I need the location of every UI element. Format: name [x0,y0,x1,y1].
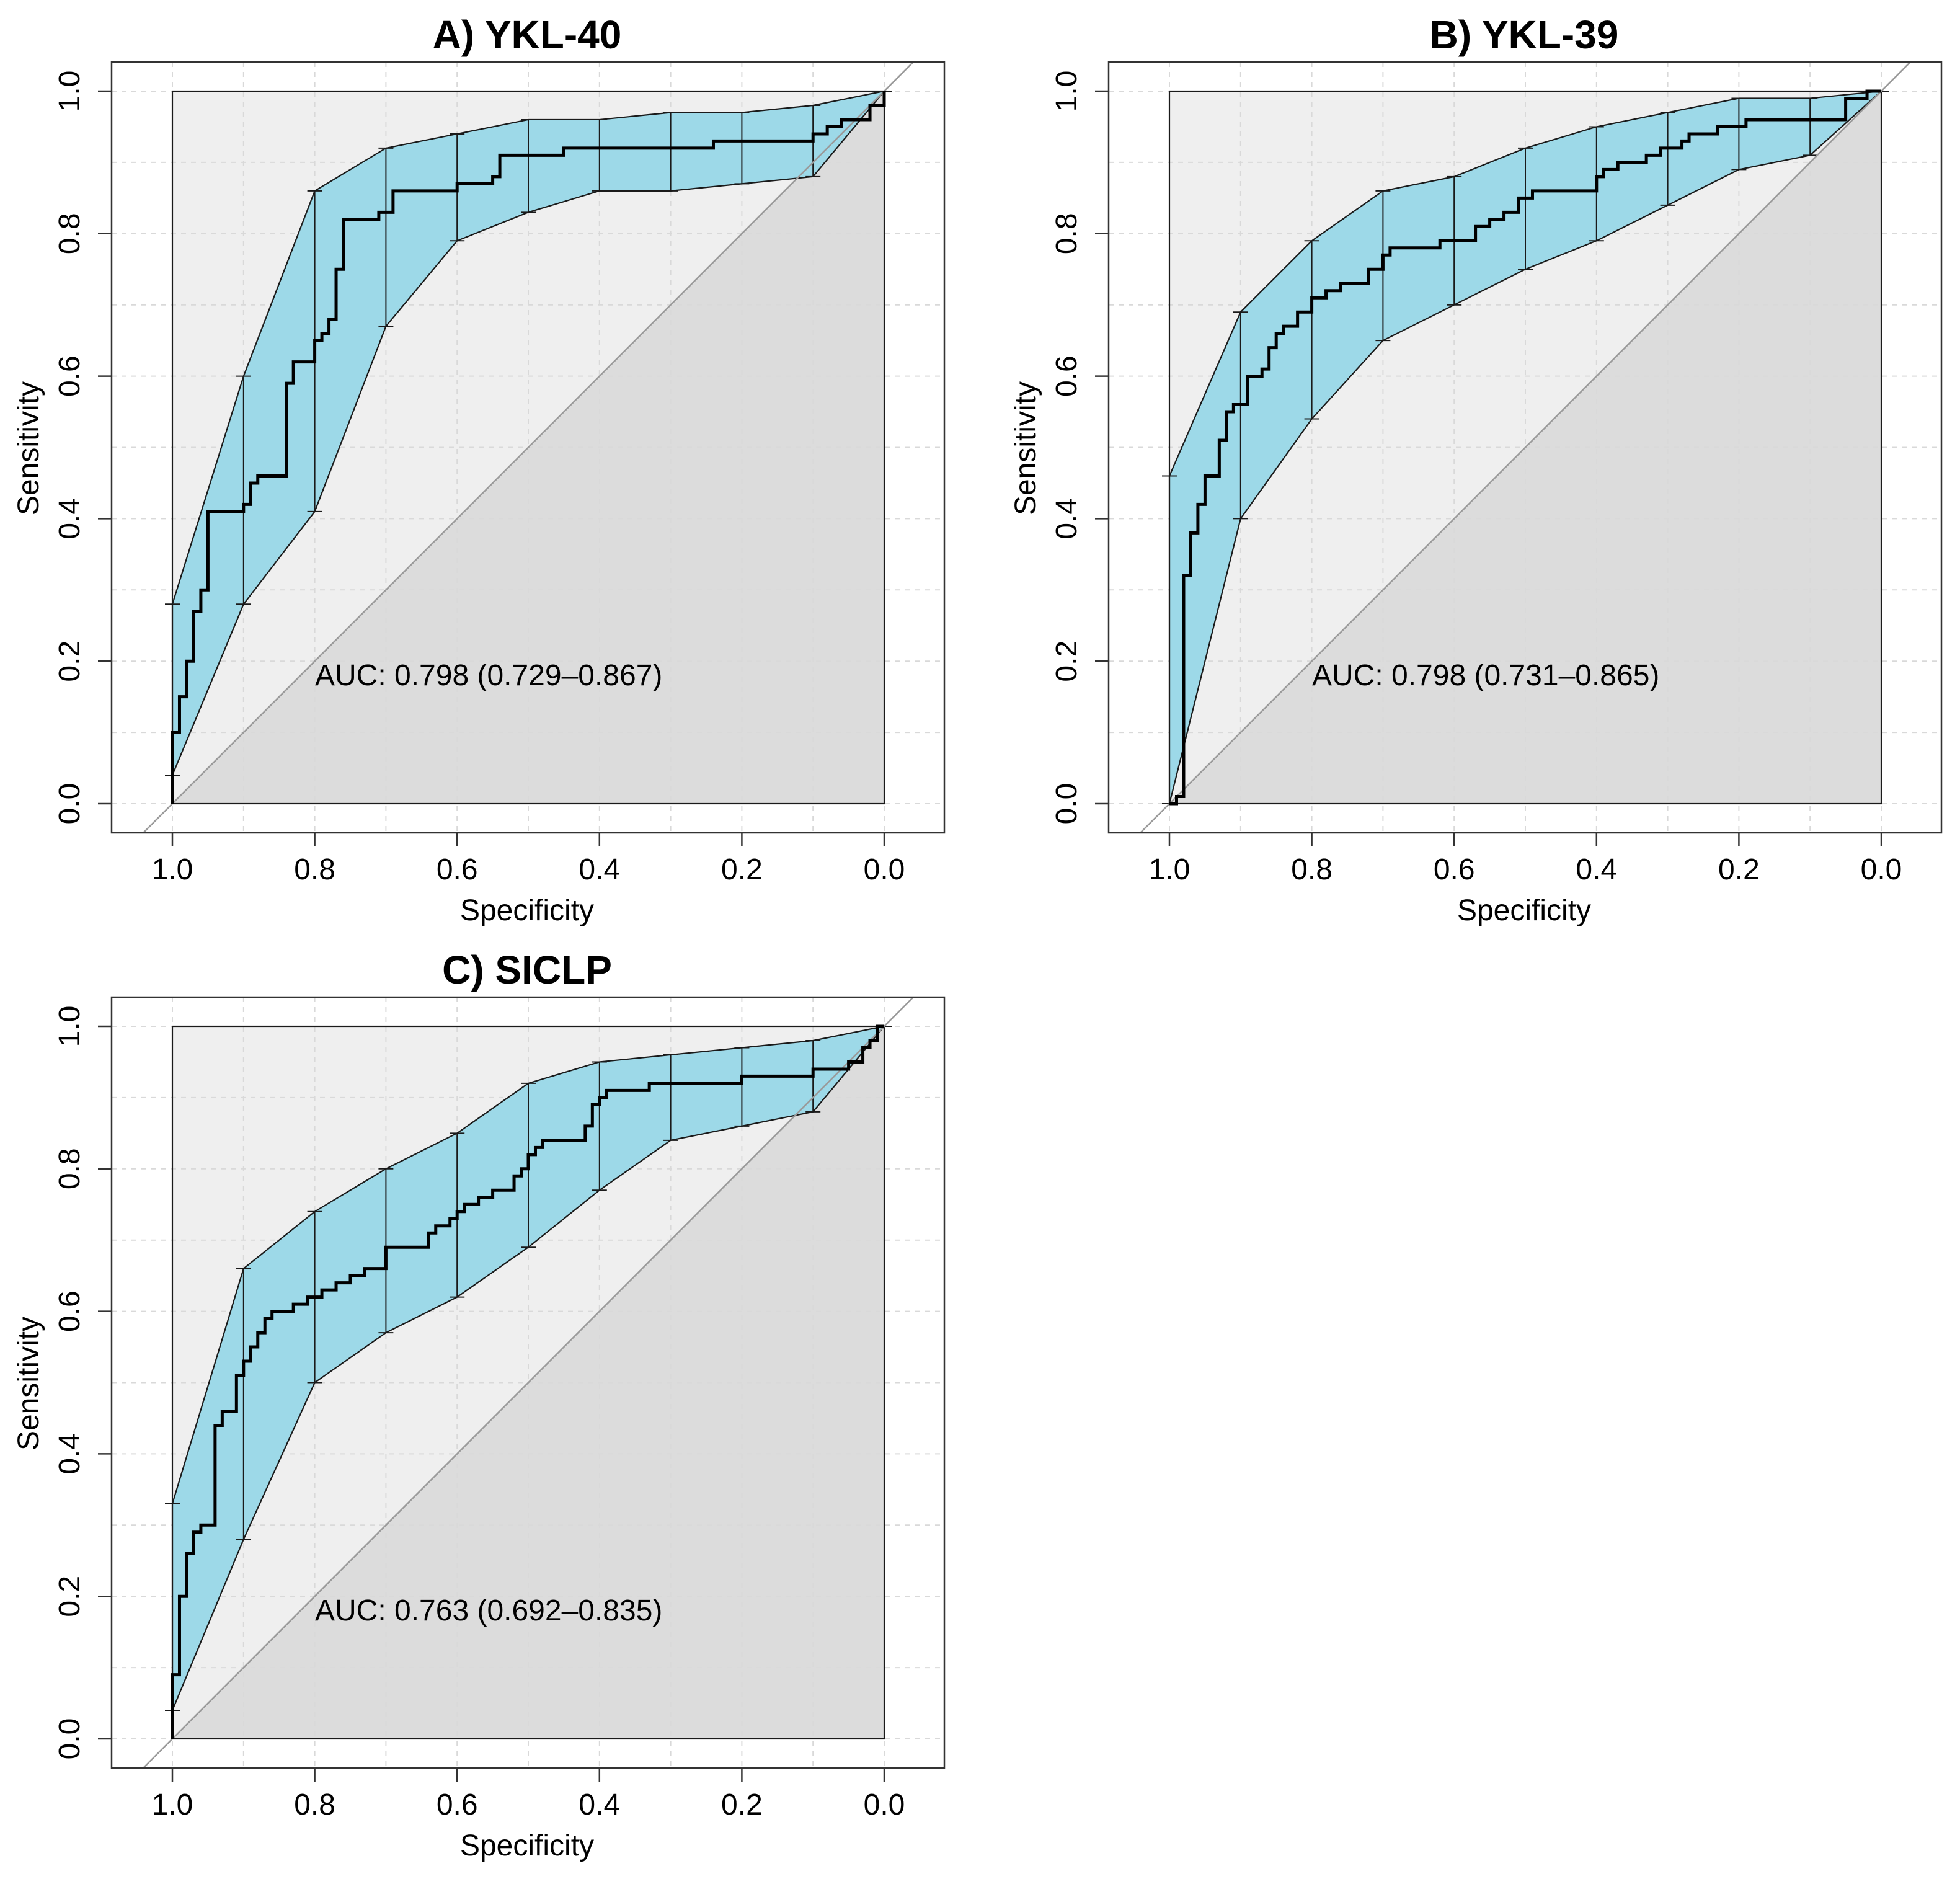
x-tick-label: 0.8 [294,1788,335,1821]
x-tick-label: 0.8 [1291,853,1333,886]
y-tick-label: 0.2 [53,641,86,682]
chart-title: A) YKL-40 [433,12,622,57]
plot-area [112,62,944,833]
y-tick-label: 0.6 [53,355,86,397]
diagonal-reference-line [1140,62,1910,833]
y-tick-label: 0.0 [53,1718,86,1760]
panel-a: 1.0 0.8 0.6 0.4 0.2 0.0 0.0 0.2 0.4 0.6 0.8 1.0 A) … [12,12,946,927]
y-tick-label: 0.4 [1050,498,1083,540]
y-tick-label: 0.2 [53,1576,86,1617]
plot-layer: 1.0 0.8 0.6 0.4 0.2 0.0 0.0 0.2 0.4 0.6 0.8 1.0 [53,996,946,1821]
x-tick-label: 0.6 [437,1788,478,1821]
y-axis-title: Sensitivity [12,1317,45,1450]
chart-title: C) SICLP [442,948,612,992]
auc-annotation: AUC: 0.798 (0.731–0.865) [1312,659,1659,692]
x-tick-label: 0.0 [1861,853,1902,886]
y-tick-label: 0.6 [1050,355,1083,397]
plot-frame [1107,61,1943,834]
y-tick-label: 0.0 [1050,783,1083,825]
panel-c: 1.0 0.8 0.6 0.4 0.2 0.0 0.0 0.2 0.4 0.6 0.8 1.0 C) … [12,948,946,1862]
diagonal-reference-line [143,997,913,1768]
y-tick-label: 0.2 [1050,641,1083,682]
y-tick-label: 0.8 [1050,213,1083,254]
auc-annotation: AUC: 0.798 (0.729–0.867) [315,659,662,692]
y-tick-label: 0.0 [53,783,86,825]
x-tick-label: 0.0 [864,853,905,886]
x-axis-title: Specificity [1457,894,1591,927]
y-axis-title: Sensitivity [12,381,45,515]
chart-title: B) YKL-39 [1430,12,1619,57]
y-tick-label: 1.0 [53,71,86,112]
unit-square-border [171,90,885,805]
x-tick-label: 0.6 [1434,853,1475,886]
x-axis-title: Specificity [460,1829,594,1862]
x-tick-label: 1.0 [152,1788,193,1821]
plot-layer: 1.0 0.8 0.6 0.4 0.2 0.0 0.0 0.2 0.4 0.6 0.8 1.0 [53,61,946,886]
x-tick-label: 1.0 [1149,853,1191,886]
plot-layer: 1.0 0.8 0.6 0.4 0.2 0.0 0.0 0.2 0.4 0.6 0.8 1.0 [1050,61,1943,886]
y-tick-label: 0.4 [53,498,86,540]
unit-square-border [171,1025,885,1740]
x-tick-label: 0.2 [1718,853,1760,886]
x-tick-label: 1.0 [152,853,193,886]
panel-b: 1.0 0.8 0.6 0.4 0.2 0.0 0.0 0.2 0.4 0.6 0.8 1.0 B) … [1009,12,1943,927]
x-tick-label: 0.8 [294,853,335,886]
y-tick-label: 1.0 [53,1006,86,1047]
x-tick-label: 0.2 [721,853,763,886]
y-axis-title: Sensitivity [1009,381,1042,515]
x-tick-label: 0.0 [864,1788,905,1821]
unit-square-border [1168,90,1882,805]
x-tick-label: 0.6 [437,853,478,886]
roc-curve [171,1024,884,1739]
plot-area [112,997,944,1768]
x-tick-label: 0.4 [1576,853,1617,886]
plot-frame [110,996,946,1769]
roc-curve [171,91,886,804]
y-tick-label: 0.4 [53,1433,86,1475]
x-tick-label: 0.4 [579,1788,620,1821]
y-tick-label: 0.6 [53,1290,86,1332]
auc-annotation: AUC: 0.763 (0.692–0.835) [315,1594,662,1627]
x-tick-label: 0.4 [579,853,620,886]
plot-frame [110,61,946,834]
x-tick-label: 0.2 [721,1788,763,1821]
plot-area [1109,62,1941,833]
ci-band [1168,90,1884,804]
diagonal-reference-line [143,62,913,833]
ci-band [171,90,886,776]
x-axis-title: Specificity [460,894,594,927]
y-tick-label: 1.0 [1050,71,1083,112]
y-tick-label: 0.8 [53,213,86,254]
roc-curve [1169,89,1881,806]
y-tick-label: 0.8 [53,1148,86,1189]
